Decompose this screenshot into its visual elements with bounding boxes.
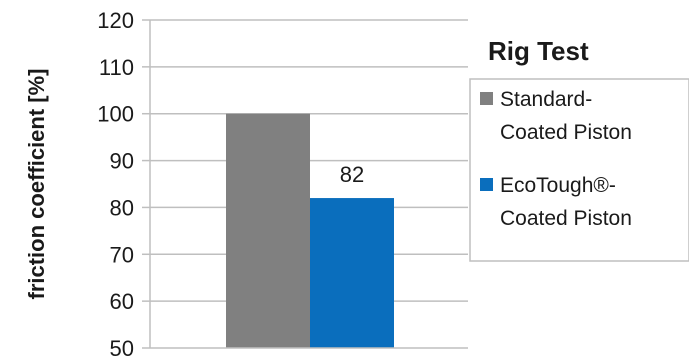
y-tick-label: 50 bbox=[110, 336, 134, 360]
bar-standard-coated-piston bbox=[226, 113, 310, 348]
legend-swatch bbox=[480, 92, 493, 105]
y-axis-label: friction coefficient [%] bbox=[24, 68, 49, 299]
legend-label: Coated Piston bbox=[500, 207, 632, 230]
data-label: 82 bbox=[340, 162, 364, 187]
y-tick-label: 100 bbox=[97, 102, 134, 127]
chart-title: Rig Test bbox=[488, 36, 589, 66]
y-tick-label: 80 bbox=[110, 195, 134, 220]
bars: 82 bbox=[226, 113, 394, 348]
legend-swatch bbox=[480, 178, 493, 191]
y-tick-label: 110 bbox=[99, 55, 134, 80]
legend: Standard- Coated Piston EcoTough®- Coated P… bbox=[469, 78, 689, 262]
legend-label: Standard- bbox=[500, 88, 592, 111]
y-axis-ticks: 50 60 70 80 90 100 110 120 bbox=[97, 8, 150, 360]
y-tick-label: 90 bbox=[110, 149, 134, 174]
legend-label: Coated Piston bbox=[500, 121, 632, 144]
y-tick-label: 120 bbox=[97, 8, 134, 33]
y-tick-label: 70 bbox=[110, 242, 134, 267]
legend-label: EcoTough®- bbox=[500, 174, 616, 197]
y-tick-label: 60 bbox=[110, 289, 134, 314]
legend-box bbox=[469, 78, 689, 262]
bar-ecotough-coated-piston bbox=[310, 198, 394, 348]
